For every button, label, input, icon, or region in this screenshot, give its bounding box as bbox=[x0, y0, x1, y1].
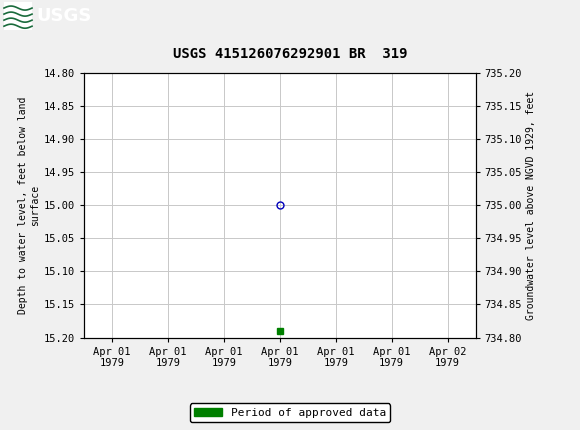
Bar bbox=[4, 2, 32, 30]
Text: USGS: USGS bbox=[36, 7, 92, 25]
Legend: Period of approved data: Period of approved data bbox=[190, 403, 390, 422]
Text: USGS 415126076292901 BR  319: USGS 415126076292901 BR 319 bbox=[173, 47, 407, 61]
Y-axis label: Groundwater level above NGVD 1929, feet: Groundwater level above NGVD 1929, feet bbox=[526, 91, 537, 320]
Y-axis label: Depth to water level, feet below land
surface: Depth to water level, feet below land su… bbox=[18, 97, 39, 314]
